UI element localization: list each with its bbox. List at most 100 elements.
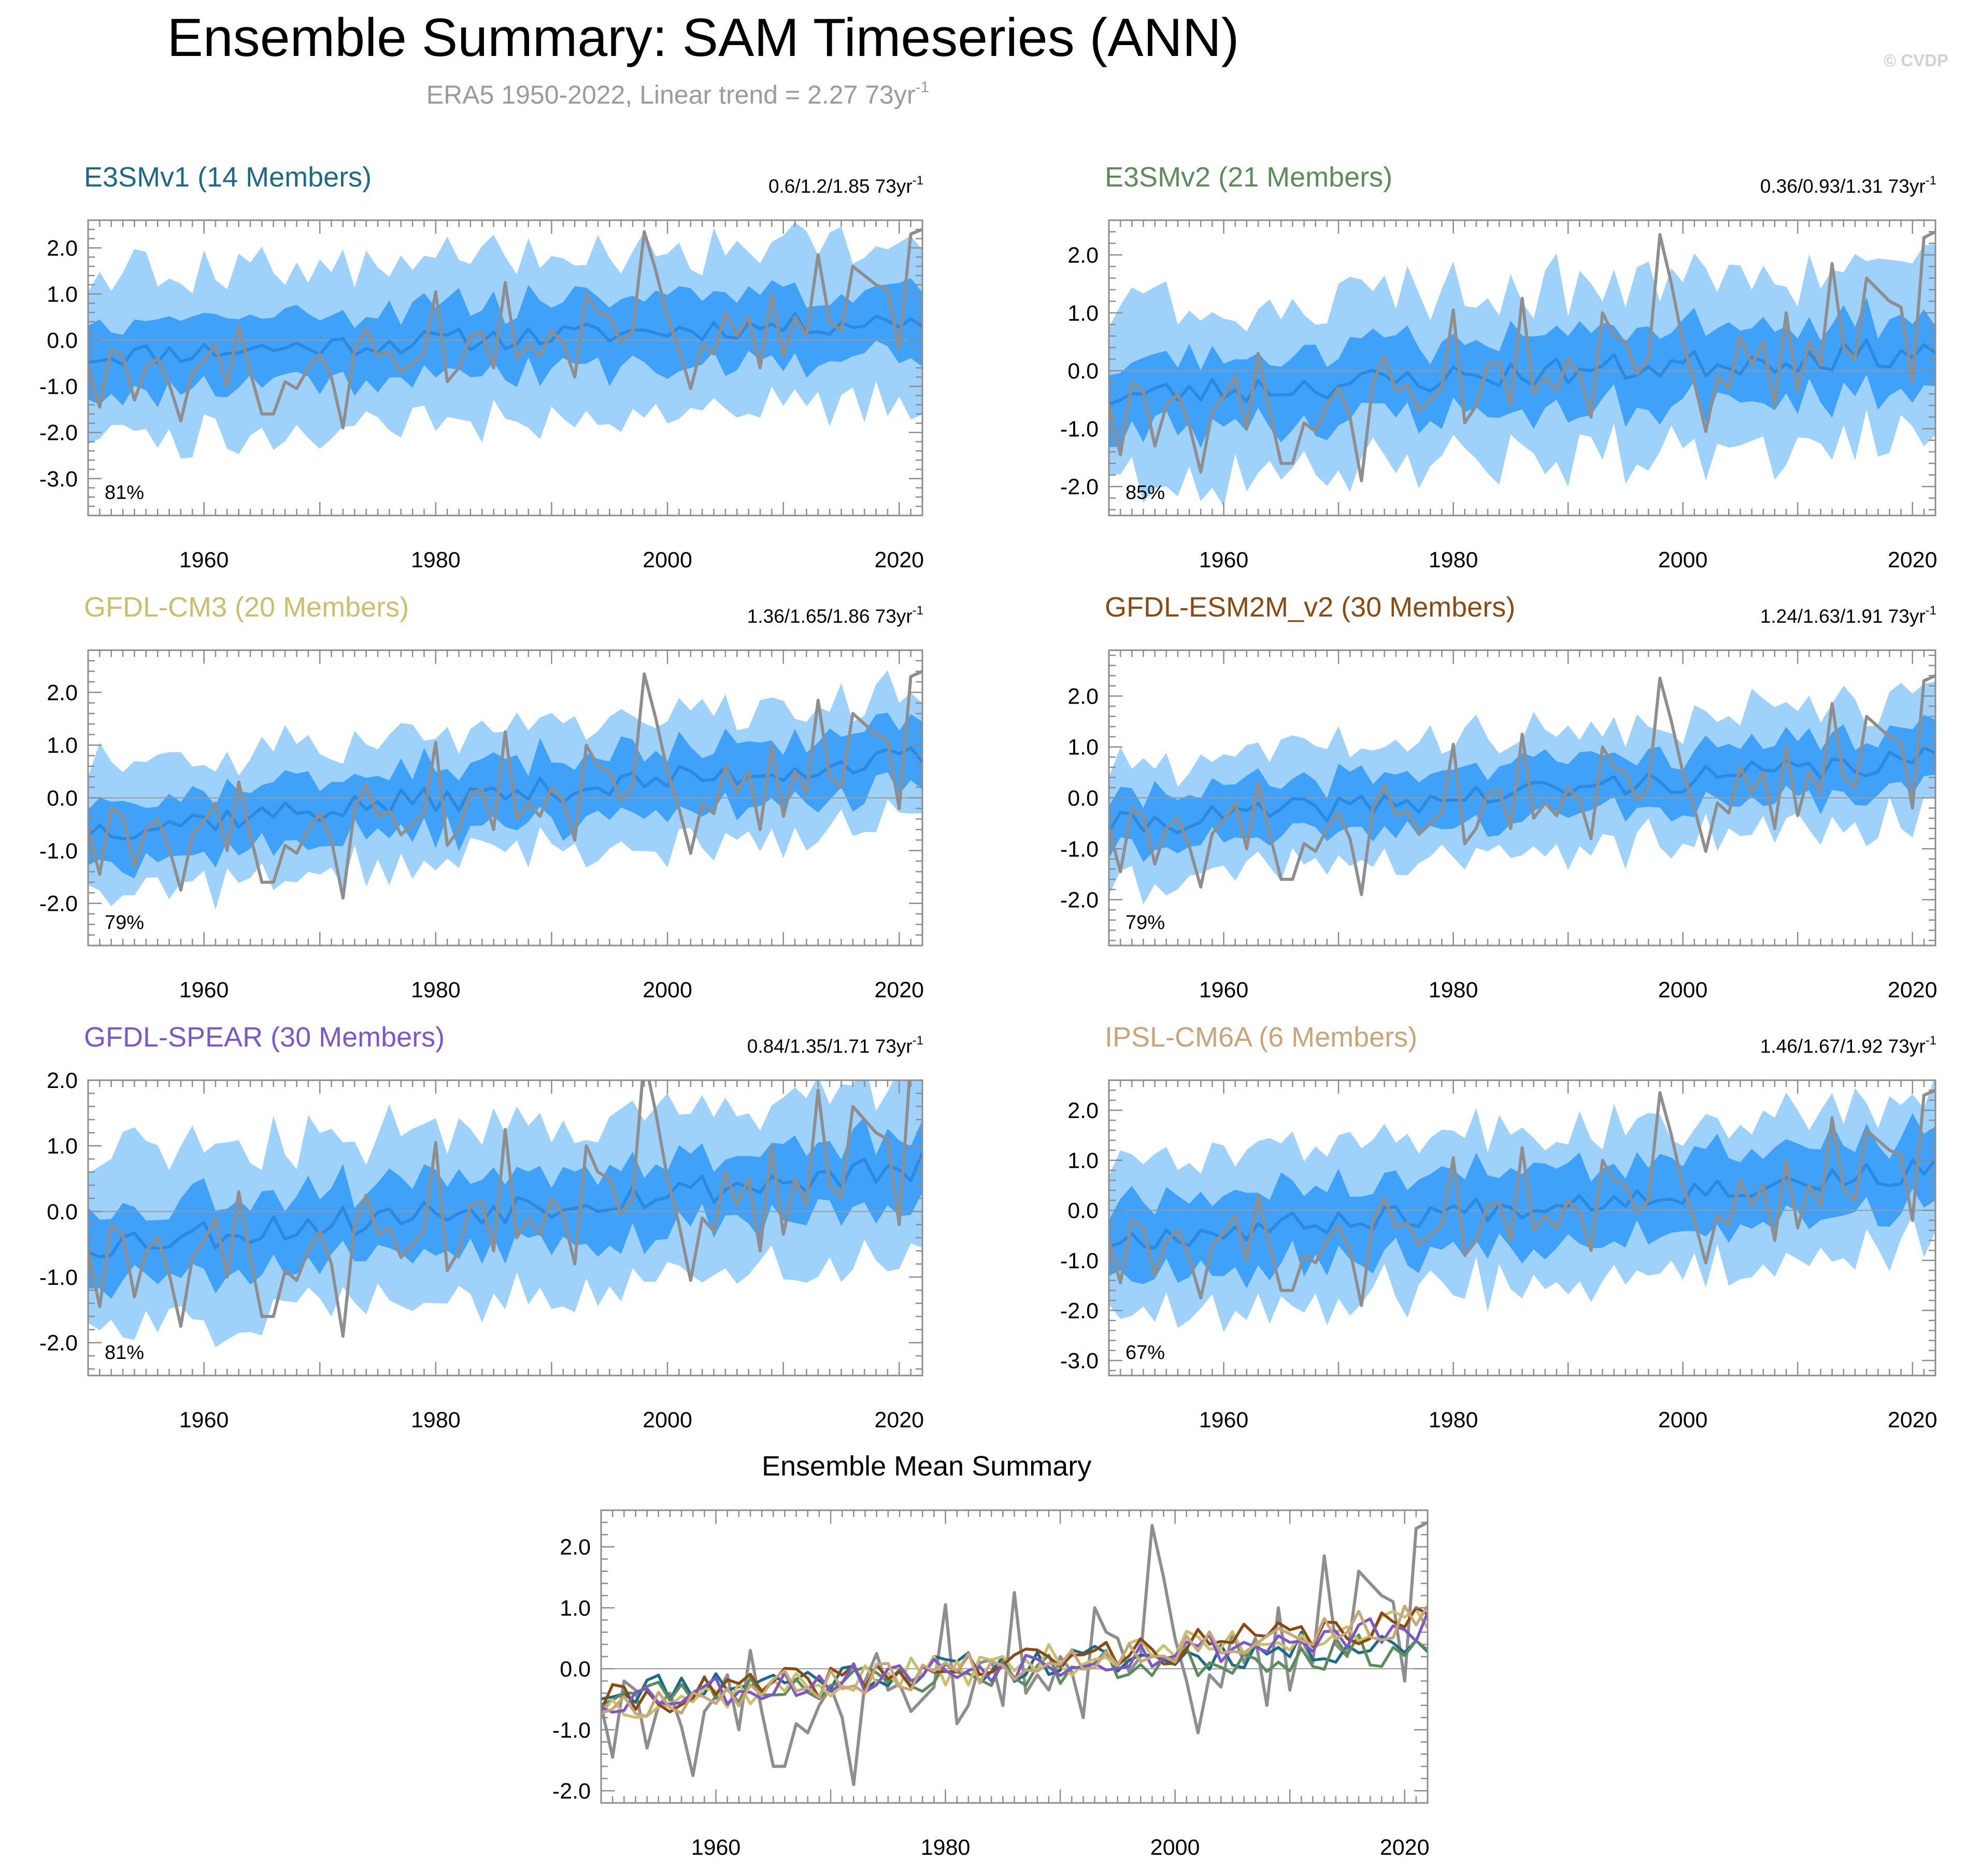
trend-text: 0.36/0.93/1.31 73yr: [1760, 176, 1926, 197]
y-tick-label: -2.0: [1060, 475, 1099, 499]
y-tick-label: 2.0: [1067, 684, 1099, 709]
panel-gfdl-spear: GFDL-SPEAR (30 Members) 0.84/1.35/1.71 73…: [39, 1022, 924, 1433]
series-line-gfdl-spear: [601, 1613, 1428, 1712]
x-tick-label: 1980: [1429, 548, 1478, 572]
percent-label: 79%: [105, 912, 144, 934]
y-tick-label: 0.0: [1067, 786, 1099, 811]
panel-title: GFDL-SPEAR (30 Members): [84, 1022, 445, 1053]
x-tick-label: 1960: [179, 978, 229, 1003]
y-tick-label: -1.0: [552, 1718, 591, 1743]
panel-gfdl-cm3: GFDL-CM3 (20 Members) 1.36/1.65/1.86 73yr…: [39, 592, 924, 1003]
trend-label: 1.36/1.65/1.86 73yr-1: [747, 604, 923, 627]
x-tick-label: 2020: [1888, 1408, 1937, 1433]
y-tick-label: 1.0: [47, 733, 78, 758]
figure-title: Ensemble Summary: SAM Timeseries (ANN): [167, 8, 1240, 68]
trend-label: 1.24/1.63/1.91 73yr-1: [1760, 604, 1936, 627]
y-tick-label: 2.0: [1067, 243, 1099, 268]
trend-sup: -1: [1926, 604, 1936, 618]
y-tick-label: -1.0: [39, 839, 78, 864]
y-tick-label: -2.0: [1060, 888, 1099, 913]
y-tick-label: 0.0: [560, 1657, 591, 1682]
x-tick-label: 1980: [1429, 978, 1478, 1003]
x-tick-label: 2000: [1658, 978, 1708, 1003]
y-tick-label: 2.0: [47, 1068, 78, 1093]
trend-text: 1.46/1.67/1.92 73yr: [1760, 1036, 1926, 1057]
trend-text: 1.36/1.65/1.86 73yr: [747, 606, 913, 627]
y-tick-label: -1.0: [1060, 837, 1099, 862]
y-tick-label: -2.0: [552, 1779, 591, 1803]
percent-label: 79%: [1126, 912, 1165, 934]
trend-text: 0.84/1.35/1.71 73yr: [747, 1036, 913, 1057]
x-tick-label: 1960: [179, 548, 229, 572]
x-tick-label: 2020: [874, 978, 924, 1003]
percent-label: 85%: [1126, 482, 1165, 504]
x-tick-label: 2020: [1888, 548, 1937, 572]
y-tick-label: -3.0: [39, 467, 78, 492]
panel-title: IPSL-CM6A (6 Members): [1105, 1022, 1417, 1053]
trend-sup: -1: [913, 174, 923, 188]
trend-label: 0.6/1.2/1.85 73yr-1: [768, 174, 923, 197]
panel-ipsl-cm6a: IPSL-CM6A (6 Members) 1.46/1.67/1.92 73yr…: [1060, 1022, 1937, 1433]
y-tick-label: 1.0: [1067, 735, 1099, 760]
figure: Ensemble Summary: SAM Timeseries (ANN) E…: [0, 0, 1966, 1876]
y-tick-label: -1.0: [39, 375, 78, 399]
panel-title: GFDL-CM3 (20 Members): [84, 592, 409, 623]
x-tick-label: 2000: [643, 1408, 692, 1433]
panel-title: E3SMv1 (14 Members): [84, 162, 372, 193]
panel-title: E3SMv2 (21 Members): [1105, 162, 1392, 193]
y-tick-label: -2.0: [39, 892, 78, 916]
y-tick-label: -2.0: [1060, 1298, 1099, 1323]
x-tick-label: 2000: [1658, 548, 1708, 572]
y-tick-label: -2.0: [39, 1331, 78, 1356]
figure-subtitle-text: ERA5 1950-2022, Linear trend = 2.27 73yr: [426, 80, 916, 109]
x-tick-label: 1980: [411, 548, 461, 572]
y-tick-label: 0.0: [47, 1199, 78, 1224]
trend-sup: -1: [913, 1034, 923, 1048]
panels: E3SMv1 (14 Members) 0.6/1.2/1.85 73yr-181…: [39, 162, 1937, 1860]
y-tick-label: 2.0: [1067, 1098, 1099, 1123]
y-tick-label: 1.0: [1067, 1149, 1099, 1173]
y-tick-label: 2.0: [47, 236, 78, 261]
percent-label: 81%: [105, 482, 144, 504]
y-tick-label: -3.0: [1060, 1349, 1099, 1373]
trend-sup: -1: [1926, 1034, 1936, 1048]
trend-label: 0.84/1.35/1.71 73yr-1: [747, 1034, 923, 1057]
y-tick-label: 0.0: [47, 328, 78, 353]
y-tick-label: -1.0: [39, 1265, 78, 1290]
trend-label: 0.36/0.93/1.31 73yr-1: [1760, 174, 1936, 197]
x-tick-label: 1960: [1199, 1408, 1249, 1433]
y-tick-label: -2.0: [39, 421, 78, 446]
panel-e3smv1: E3SMv1 (14 Members) 0.6/1.2/1.85 73yr-1 81…: [39, 162, 924, 572]
y-tick-label: -1.0: [1060, 417, 1099, 441]
x-tick-label: 2000: [1658, 1408, 1708, 1433]
percent-label: 81%: [105, 1342, 144, 1364]
x-tick-label: 1980: [921, 1835, 971, 1860]
x-tick-label: 1980: [411, 978, 461, 1003]
panel-ensemble-mean: Ensemble Mean Summary 2.0 1.0 0.0 -1.0 -2.0 19…: [552, 1451, 1430, 1860]
panel-title: GFDL-ESM2M_v2 (30 Members): [1105, 592, 1515, 623]
x-tick-label: 1960: [1199, 548, 1249, 572]
trend-sup: -1: [913, 604, 923, 618]
x-tick-label: 2000: [643, 978, 692, 1003]
panel-gfdl-esm2m: GFDL-ESM2M_v2 (30 Members) 1.24/1.63/1.91…: [1060, 592, 1937, 1003]
y-tick-label: 2.0: [560, 1535, 591, 1560]
x-tick-label: 2020: [1380, 1835, 1430, 1860]
x-tick-label: 1960: [1199, 978, 1249, 1003]
trend-text: 0.6/1.2/1.85 73yr: [768, 176, 913, 197]
copyright-label: © CVDP: [1884, 51, 1948, 70]
percent-label: 67%: [1126, 1342, 1165, 1364]
x-tick-label: 1980: [1429, 1408, 1478, 1433]
y-tick-label: 1.0: [47, 1134, 78, 1159]
y-tick-label: -1.0: [1060, 1249, 1099, 1273]
x-tick-label: 2000: [643, 548, 692, 572]
figure-subtitle-sup: -1: [916, 79, 930, 96]
trend-label: 1.46/1.67/1.92 73yr-1: [1760, 1034, 1936, 1057]
y-tick-label: 0.0: [1067, 1198, 1099, 1223]
x-tick-label: 2020: [874, 1408, 924, 1433]
panel-title: Ensemble Mean Summary: [762, 1451, 1091, 1482]
y-tick-label: 0.0: [1067, 359, 1099, 384]
y-tick-label: 2.0: [47, 680, 78, 705]
figure-subtitle: ERA5 1950-2022, Linear trend = 2.27 73yr…: [426, 79, 929, 109]
x-tick-label: 2000: [1150, 1835, 1200, 1860]
trend-text: 1.24/1.63/1.91 73yr: [1760, 606, 1926, 627]
